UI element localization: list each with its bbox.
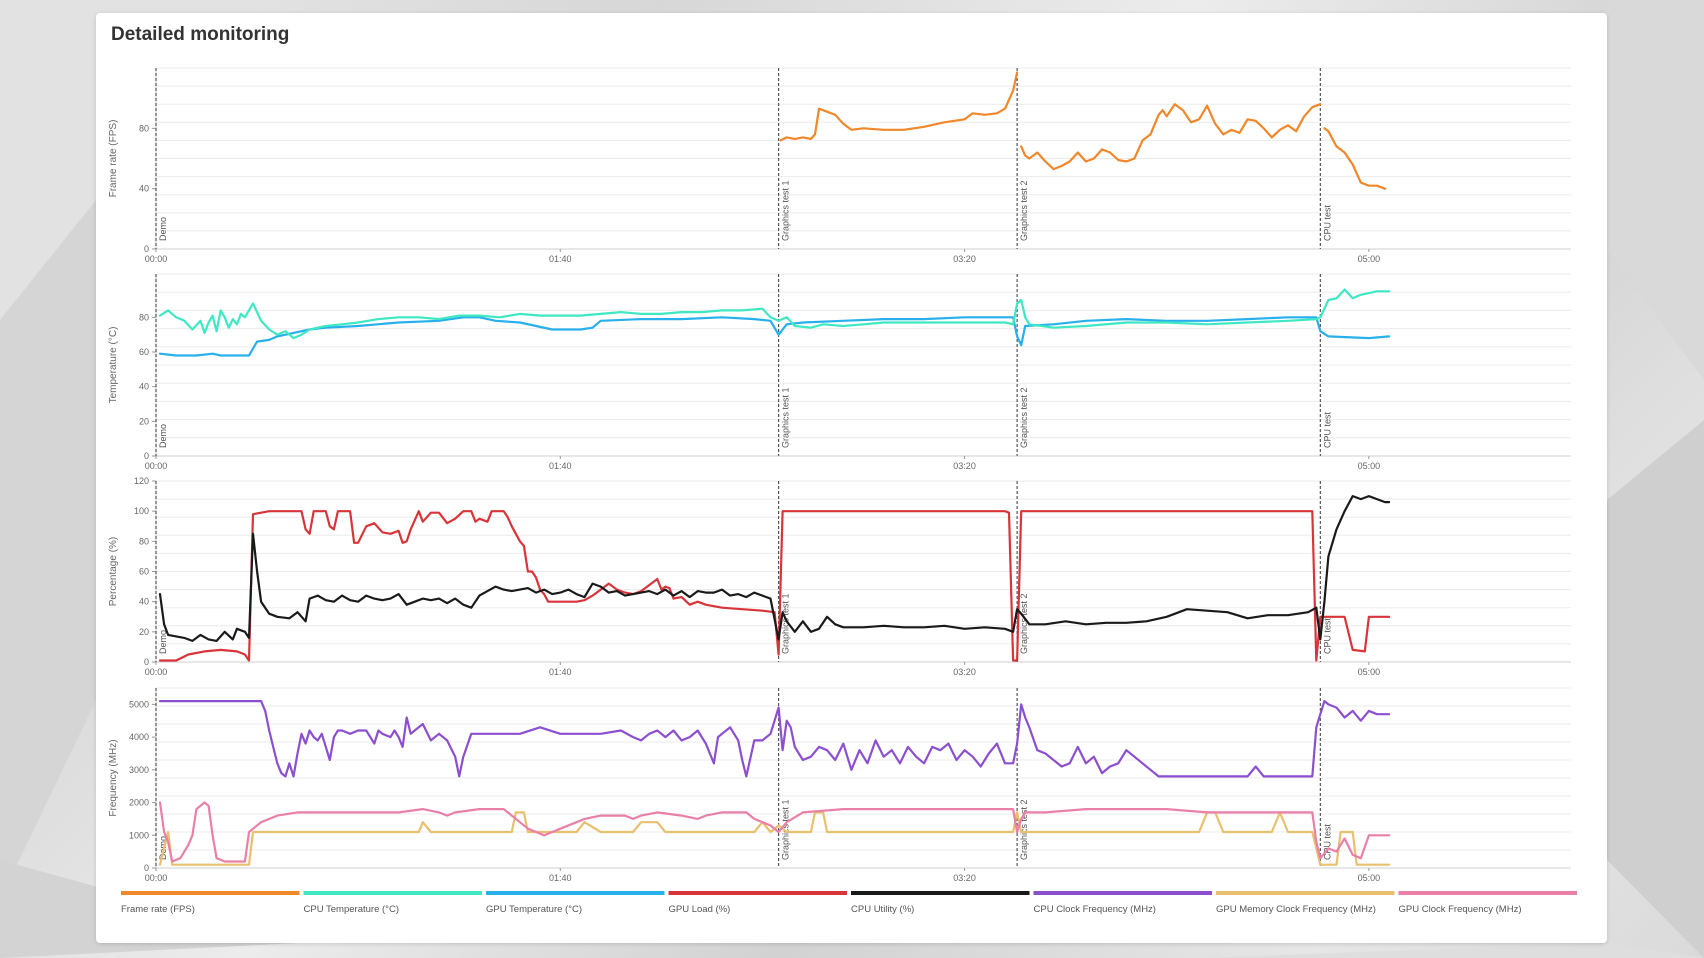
series-line-gpu-clock	[158, 801, 1391, 863]
phase-marker-label: CPU test	[1322, 617, 1332, 654]
x-tick-label: 03:20	[953, 461, 976, 471]
phase-marker-label: Demo	[158, 424, 168, 448]
legend-swatch-gpu-load	[668, 891, 847, 895]
panel-4: 0 1000 2000 3000 4000 5000 Frequency (MHz) 00:0…	[108, 687, 1571, 883]
series-line-gpu-load	[158, 510, 1391, 662]
x-tick-label: 00:00	[145, 461, 168, 471]
y-tick-label: 5000	[129, 699, 149, 709]
series-line-fps	[779, 71, 1019, 142]
legend-label: GPU Temperature (°C)	[486, 904, 582, 915]
series-line-cpu-util	[158, 495, 1391, 642]
legend-label: GPU Clock Frequency (MHz)	[1399, 904, 1522, 915]
legend-swatch-cpu-util	[851, 891, 1030, 895]
x-tick-label: 01:40	[549, 461, 572, 471]
x-tick-label: 01:40	[549, 254, 572, 264]
y-tick-label: 20	[139, 627, 149, 637]
phase-marker-label: Demo	[158, 836, 168, 860]
y-tick-label: 40	[139, 597, 149, 607]
y-tick-label: 40	[139, 382, 149, 392]
legend-label: Frame rate (FPS)	[121, 904, 195, 915]
x-tick-label: 01:40	[549, 667, 572, 677]
series-line-cpu-temp	[158, 288, 1391, 340]
x-tick-label: 05:00	[1358, 873, 1381, 883]
phase-marker-label: Graphics test 2	[1019, 387, 1029, 448]
legend-swatch-cpu-clock	[1033, 891, 1212, 895]
y-tick-label: 60	[139, 567, 149, 577]
monitoring-card: Detailed monitoring 0 40 80 Frame rate (FPS…	[96, 13, 1607, 943]
phase-marker-label: Graphics test 1	[781, 180, 791, 241]
series-line-gpu-temp	[158, 316, 1391, 357]
panel-2: 0 20 40 60 80 Temperature (°C) 00:00 01:40 03:20…	[108, 273, 1571, 471]
x-tick-label: 03:20	[953, 873, 976, 883]
legend-swatch-cpu-temp	[303, 891, 482, 895]
legend-label: CPU Utility (%)	[851, 904, 914, 915]
legend-label: CPU Clock Frequency (MHz)	[1034, 904, 1156, 915]
x-tick-label: 03:20	[953, 254, 976, 264]
legend-label: GPU Load (%)	[669, 904, 731, 915]
series-line-cpu-clock	[158, 700, 1391, 778]
y-tick-label: 3000	[129, 765, 149, 775]
x-tick-label: 05:00	[1358, 461, 1381, 471]
y-axis-label: Percentage (%)	[108, 537, 119, 606]
y-axis-label: Frequency (MHz)	[108, 739, 119, 816]
panel-3: 0 20 40 60 80 100 120 Percentage (%) 00:00 01:40 0…	[108, 476, 1571, 677]
phase-marker-label: CPU test	[1322, 411, 1332, 448]
y-tick-label: 1000	[129, 830, 149, 840]
series-line-fps	[1020, 103, 1322, 171]
y-axis-label: Temperature (°C)	[108, 327, 119, 404]
y-tick-label: 80	[139, 123, 149, 133]
y-tick-label: 20	[139, 416, 149, 426]
phase-marker-label: Graphics test 1	[781, 387, 791, 448]
y-tick-label: 80	[139, 536, 149, 546]
x-tick-label: 00:00	[145, 873, 168, 883]
y-tick-label: 100	[134, 506, 149, 516]
panel-1: 0 40 80 Frame rate (FPS) 00:00 01:40 03:20 05:0…	[108, 67, 1571, 264]
phase-marker-label: Graphics test 2	[1019, 593, 1029, 654]
phase-marker-label: CPU test	[1322, 204, 1332, 241]
x-tick-label: 00:00	[145, 254, 168, 264]
y-tick-label: 40	[139, 184, 149, 194]
y-tick-label: 4000	[129, 732, 149, 742]
phase-marker-label: Graphics test 2	[1019, 799, 1029, 860]
y-tick-label: 80	[139, 312, 149, 322]
legend-swatch-gpu-mem-clock	[1216, 891, 1395, 895]
legend-swatch-fps	[121, 891, 300, 895]
x-tick-label: 01:40	[549, 873, 572, 883]
x-tick-label: 00:00	[145, 667, 168, 677]
series-line-gpu-mem-clock	[158, 811, 1391, 866]
x-tick-label: 05:00	[1358, 667, 1381, 677]
y-tick-label: 0	[144, 863, 149, 873]
y-tick-label: 0	[144, 657, 149, 667]
x-tick-label: 05:00	[1358, 254, 1381, 264]
phase-marker-label: Graphics test 1	[781, 593, 791, 654]
legend-swatch-gpu-clock	[1398, 891, 1577, 895]
legend-label: GPU Memory Clock Frequency (MHz)	[1216, 904, 1376, 915]
legend-swatch-gpu-temp	[486, 891, 665, 895]
phase-marker-label: Demo	[158, 217, 168, 241]
monitoring-chart: 0 40 80 Frame rate (FPS) 00:00 01:40 03:20 05:0…	[108, 67, 1577, 915]
y-tick-label: 0	[144, 244, 149, 254]
phase-marker-label: Demo	[158, 630, 168, 654]
page-title: Detailed monitoring	[111, 24, 290, 45]
y-tick-label: 120	[134, 476, 149, 486]
y-tick-label: 0	[144, 451, 149, 461]
phase-marker-label: CPU test	[1322, 823, 1332, 860]
series-line-fps	[1323, 127, 1387, 190]
legend: Frame rate (FPS) CPU Temperature (°C) GPU …	[121, 891, 1577, 915]
y-axis-label: Frame rate (FPS)	[108, 120, 119, 198]
legend-label: CPU Temperature (°C)	[304, 904, 399, 915]
phase-marker-label: Graphics test 2	[1019, 180, 1029, 241]
y-tick-label: 2000	[129, 798, 149, 808]
x-tick-label: 03:20	[953, 667, 976, 677]
y-tick-label: 60	[139, 347, 149, 357]
